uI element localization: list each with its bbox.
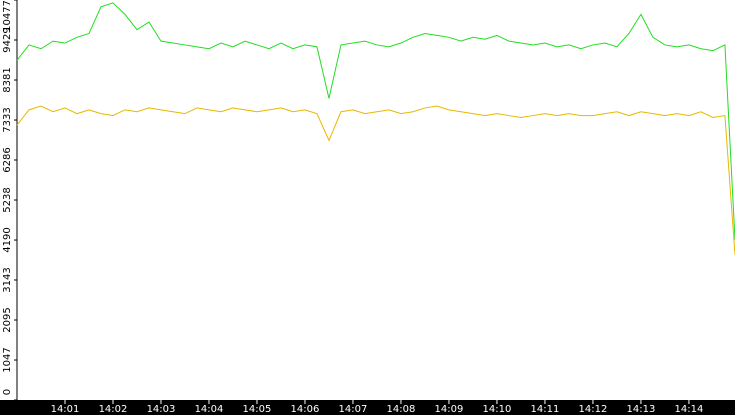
y-tick-label: 3143	[2, 267, 13, 292]
x-tick-label: 14:08	[387, 404, 416, 415]
series-line	[16, 105, 735, 255]
y-tick-label: 7333	[2, 107, 13, 132]
y-tick-label: 2095	[2, 307, 13, 332]
x-axis-bar	[0, 400, 735, 415]
y-tick-label: 8381	[2, 67, 13, 92]
y-tick-label: 5238	[2, 187, 13, 212]
x-tick-label: 14:06	[291, 404, 320, 415]
x-tick-label: 14:02	[99, 404, 128, 415]
series-line	[16, 2, 735, 240]
x-tick-label: 14:14	[675, 404, 704, 415]
x-tick-label: 14:04	[195, 404, 224, 415]
x-tick-label: 14:05	[243, 404, 272, 415]
x-tick-label: 14:12	[579, 404, 608, 415]
x-tick-label: 14:01	[51, 404, 80, 415]
y-tick-label: 6286	[2, 147, 13, 172]
y-tick-label: 9429	[2, 27, 13, 52]
x-tick-label: 14:03	[147, 404, 176, 415]
x-tick-label: 14:11	[531, 404, 560, 415]
y-tick-label: 4190	[2, 227, 13, 252]
y-tick-label: 1047	[2, 347, 13, 372]
x-tick-label: 14:13	[627, 404, 656, 415]
x-tick-label: 14:09	[435, 404, 464, 415]
x-tick-label: 14:07	[339, 404, 368, 415]
x-tick-label: 14:10	[483, 404, 512, 415]
y-tick-label: 0	[2, 389, 13, 395]
y-tick-label: 10477	[2, 0, 13, 32]
